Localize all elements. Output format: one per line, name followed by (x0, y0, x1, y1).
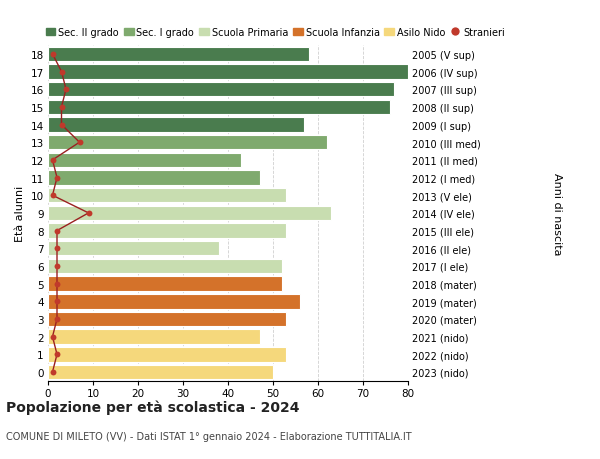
Point (48, 333, 58, 341)
Bar (48, 101, 390, 115)
Point (56, 69, 67, 76)
Point (56, 122, 67, 129)
Point (48, 51, 58, 58)
Bar (48, 312, 286, 326)
Point (48, 369, 58, 376)
Text: COMUNE DI MILETO (VV) - Dati ISTAT 1° gennaio 2024 - Elaborazione TUTTITALIA.IT: COMUNE DI MILETO (VV) - Dati ISTAT 1° ge… (6, 431, 412, 442)
Bar (48, 153, 241, 168)
Bar (48, 330, 260, 344)
Bar (48, 224, 286, 238)
Point (52, 298, 62, 305)
Point (61, 86, 71, 94)
Bar (48, 83, 395, 97)
Bar (48, 259, 282, 274)
Point (52, 316, 62, 323)
Point (52, 280, 62, 288)
Point (74, 139, 84, 146)
Bar (48, 65, 408, 79)
Point (84, 210, 94, 217)
Bar (48, 136, 327, 150)
Bar (48, 47, 309, 62)
Bar (48, 365, 273, 380)
Bar (48, 277, 282, 291)
Y-axis label: Anni di nascita: Anni di nascita (553, 172, 562, 255)
Point (48, 192, 58, 200)
Bar (48, 241, 219, 256)
Legend: Sec. II grado, Sec. I grado, Scuola Primaria, Scuola Infanzia, Asilo Nido, Stran: Sec. II grado, Sec. I grado, Scuola Prim… (46, 28, 505, 38)
Bar (48, 118, 304, 133)
Bar (48, 171, 260, 185)
Bar (48, 347, 286, 362)
Point (48, 157, 58, 164)
Point (52, 174, 62, 182)
Point (52, 227, 62, 235)
Bar (48, 206, 331, 221)
Y-axis label: Età alunni: Età alunni (15, 185, 25, 241)
Bar (48, 189, 286, 203)
Point (52, 263, 62, 270)
Bar (48, 294, 300, 309)
Point (56, 104, 67, 111)
Text: Popolazione per età scolastica - 2024: Popolazione per età scolastica - 2024 (6, 399, 299, 414)
Point (52, 351, 62, 358)
Point (52, 245, 62, 252)
